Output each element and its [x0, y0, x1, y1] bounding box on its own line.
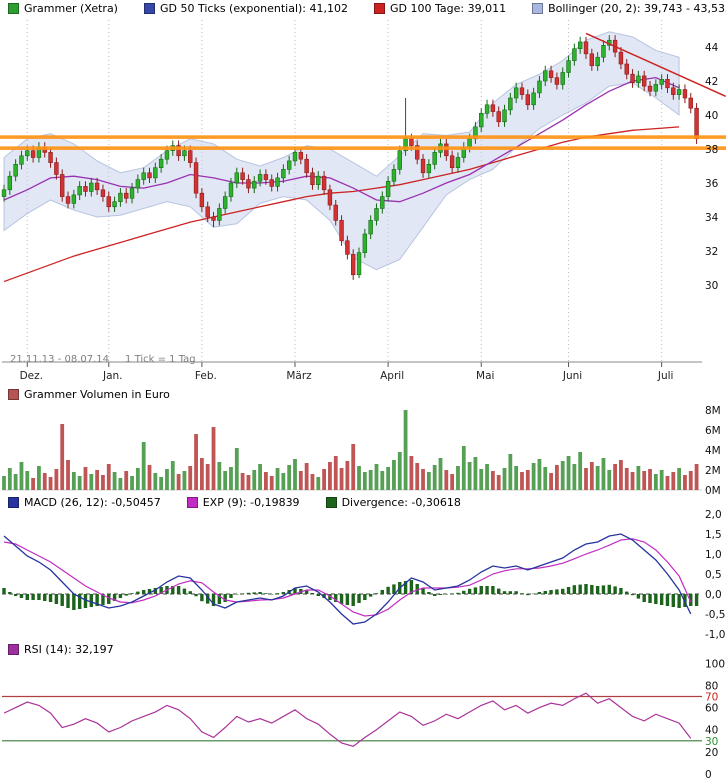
svg-text:Jan.: Jan. — [102, 370, 123, 382]
legend-label-gd50: GD 50 Ticks (exponential): 41,102 — [159, 2, 348, 15]
svg-text:60: 60 — [705, 703, 718, 715]
legend-item-gd50: GD 50 Ticks (exponential): 41,102 — [143, 2, 348, 15]
legend-item-volume: Grammer Volumen in Euro — [8, 388, 170, 401]
legend-item-exp: EXP (9): -0,19839 — [186, 496, 300, 509]
svg-text:-0,5: -0,5 — [705, 609, 726, 621]
svg-text:0: 0 — [705, 769, 712, 781]
svg-text:42: 42 — [705, 76, 718, 88]
svg-text:38: 38 — [705, 144, 718, 156]
legend-label-gd100: GD 100 Tage: 39,011 — [390, 2, 507, 15]
svg-text:34: 34 — [705, 212, 719, 224]
svg-text:Juli: Juli — [657, 370, 674, 382]
svg-text:1,0: 1,0 — [705, 549, 722, 561]
svg-text:Dez.: Dez. — [20, 370, 43, 382]
svg-text:April: April — [380, 370, 404, 382]
svg-text:-1,0: -1,0 — [705, 629, 726, 641]
bollinger-swatch-icon — [532, 3, 544, 14]
legend-label-volume: Grammer Volumen in Euro — [24, 388, 170, 401]
svg-text:2M: 2M — [705, 465, 721, 477]
svg-text:30: 30 — [705, 736, 718, 748]
svg-text:40: 40 — [705, 725, 718, 737]
macd-swatch-icon — [8, 497, 19, 508]
svg-text:4M: 4M — [705, 445, 721, 457]
svg-text:Mai: Mai — [476, 370, 494, 382]
svg-text:2,0: 2,0 — [705, 509, 722, 521]
svg-text:40: 40 — [705, 110, 718, 122]
svg-text:8M: 8M — [705, 405, 721, 417]
svg-text:80: 80 — [705, 680, 718, 692]
main-chart-legend: Grammer (Xetra) GD 50 Ticks (exponential… — [8, 2, 726, 15]
legend-item-macd: MACD (26, 12): -0,50457 — [8, 496, 161, 509]
legend-label-divergence: Divergence: -0,30618 — [341, 496, 461, 509]
svg-text:0,5: 0,5 — [705, 569, 722, 581]
macd-legend: MACD (26, 12): -0,50457 EXP (9): -0,1983… — [8, 496, 461, 509]
svg-text:0,0: 0,0 — [705, 589, 722, 601]
legend-label-macd: MACD (26, 12): -0,50457 — [24, 496, 161, 509]
exp-swatch-icon — [186, 497, 198, 508]
legend-item-divergence: Divergence: -0,30618 — [325, 496, 461, 509]
svg-text:30: 30 — [705, 280, 718, 292]
legend-label-rsi: RSI (14): 32,197 — [24, 643, 114, 656]
rsi-swatch-icon — [8, 644, 19, 655]
svg-text:100: 100 — [705, 658, 725, 670]
svg-text:1,5: 1,5 — [705, 529, 722, 541]
svg-text:Juni: Juni — [562, 370, 582, 382]
date-range-note: 21.11.13 - 08.07.14 1 Tick = 1 Tag — [10, 354, 196, 365]
volume-swatch-icon — [8, 389, 19, 400]
rsi-legend: RSI (14): 32,197 — [8, 643, 114, 656]
svg-text:20: 20 — [705, 747, 718, 759]
volume-legend: Grammer Volumen in Euro — [8, 388, 170, 401]
svg-text:32: 32 — [705, 246, 718, 258]
svg-text:März: März — [286, 370, 312, 382]
svg-text:6M: 6M — [705, 425, 721, 437]
gd100-swatch-icon — [374, 3, 385, 14]
legend-label-grammer: Grammer (Xetra) — [24, 2, 118, 15]
svg-text:36: 36 — [705, 178, 719, 190]
legend-label-bollinger: Bollinger (20, 2): 39,743 - 43,535 — [548, 2, 726, 15]
date-range-text: 21.11.13 - 08.07.14 — [10, 354, 110, 365]
legend-label-exp: EXP (9): -0,19839 — [202, 496, 300, 509]
legend-item-gd100: GD 100 Tage: 39,011 — [374, 2, 506, 15]
legend-item-rsi: RSI (14): 32,197 — [8, 643, 114, 656]
legend-item-bollinger: Bollinger (20, 2): 39,743 - 43,535 — [532, 2, 726, 15]
divergence-swatch-icon — [325, 497, 337, 508]
legend-item-grammer: Grammer (Xetra) — [8, 2, 118, 15]
grammer-swatch-icon — [8, 3, 19, 14]
svg-text:0M: 0M — [705, 485, 721, 497]
svg-text:Feb.: Feb. — [195, 370, 217, 382]
svg-text:70: 70 — [705, 692, 718, 704]
svg-text:44: 44 — [705, 42, 719, 54]
gd50-swatch-icon — [143, 3, 155, 14]
tick-scale-text: 1 Tick = 1 Tag — [125, 354, 196, 365]
